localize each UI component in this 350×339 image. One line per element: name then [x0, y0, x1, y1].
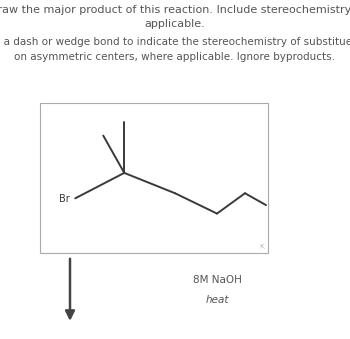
Text: 8M NaOH: 8M NaOH [193, 275, 242, 285]
Text: heat: heat [205, 295, 229, 305]
Bar [40, 103, 268, 253]
Text: Br: Br [59, 194, 70, 204]
Text: Use a dash or wedge bond to indicate the stereochemistry of substituents: Use a dash or wedge bond to indicate the… [0, 37, 350, 47]
Text: Draw the major product of this reaction. Include stereochemistry if: Draw the major product of this reaction.… [0, 5, 350, 15]
Text: on asymmetric centers, where applicable. Ignore byproducts.: on asymmetric centers, where applicable.… [14, 52, 336, 61]
Text: applicable.: applicable. [145, 19, 205, 28]
Text: ⇱: ⇱ [260, 245, 265, 250]
